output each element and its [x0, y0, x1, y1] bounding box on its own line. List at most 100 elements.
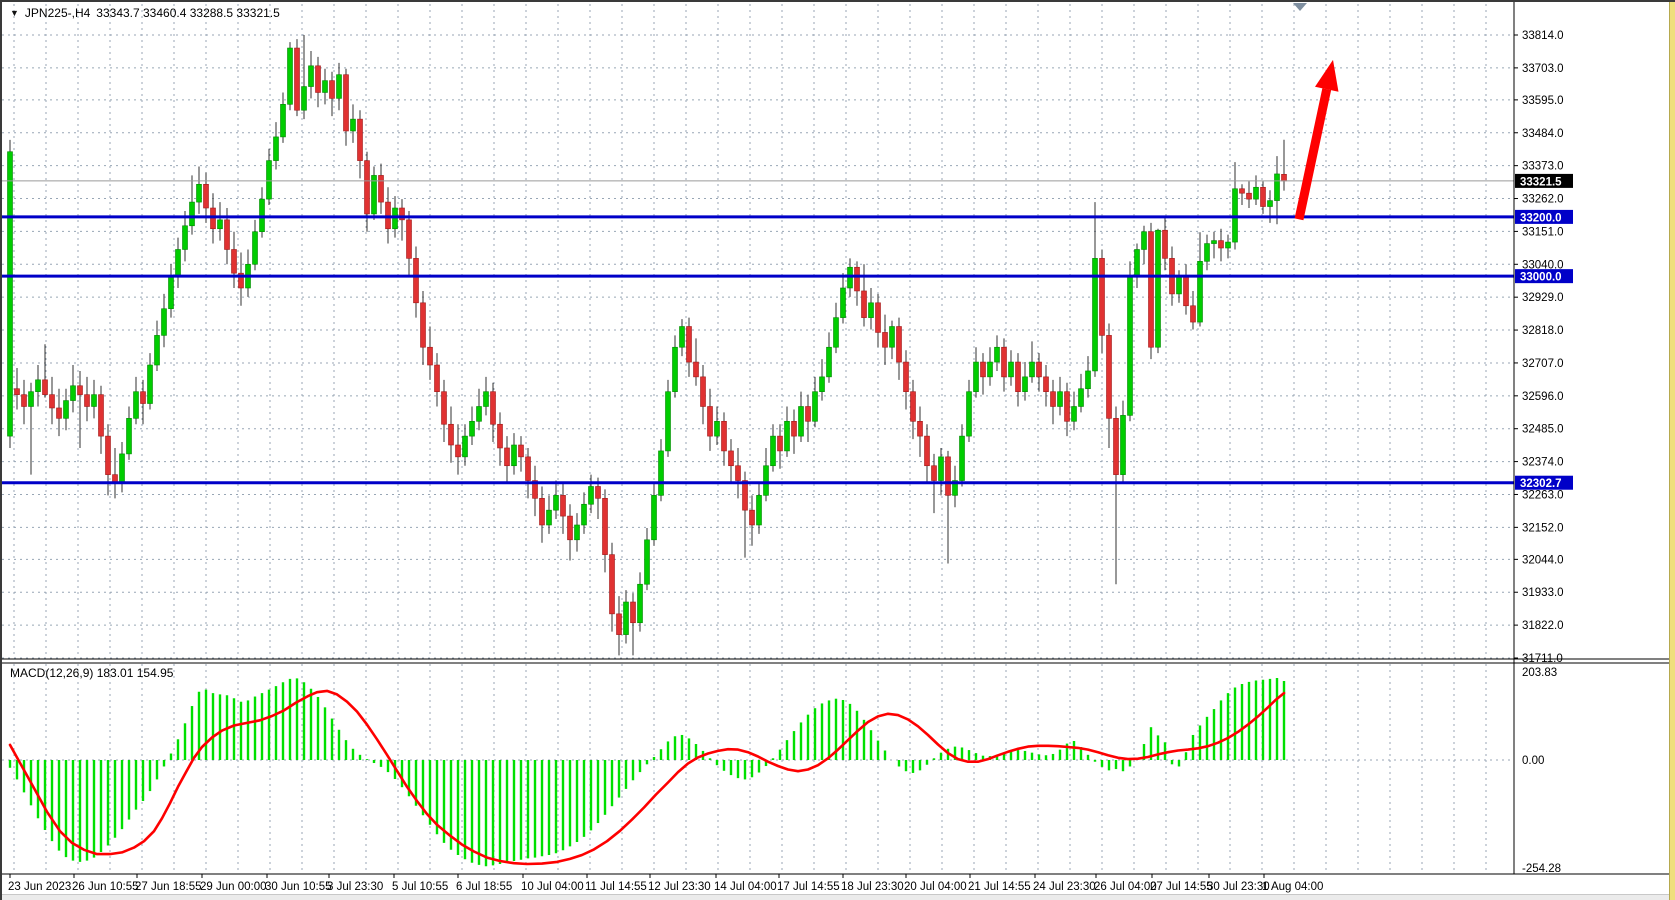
candle-down — [490, 391, 496, 425]
candle-down — [1162, 229, 1168, 259]
candle-up — [987, 361, 993, 378]
time-axis-label: 20 Jul 04:00 — [904, 881, 967, 893]
price-axis-label: 31822.0 — [1522, 620, 1564, 632]
candle-down — [105, 435, 111, 475]
trend-arrow-shaft[interactable] — [1294, 88, 1332, 221]
chart-shift-marker[interactable] — [1293, 3, 1307, 11]
candle-up — [350, 118, 356, 132]
candle-down — [1043, 376, 1049, 392]
candle-up — [1253, 186, 1259, 200]
candle-down — [742, 480, 748, 511]
candle-down — [420, 302, 426, 348]
candle-down — [427, 346, 433, 366]
candle-up — [126, 418, 132, 455]
time-axis-label: 1 Aug 04:00 — [1262, 881, 1323, 893]
candle-up — [252, 231, 258, 265]
candle-down — [413, 258, 419, 304]
candle-down — [882, 332, 888, 348]
candle-up — [973, 361, 979, 392]
time-axis-label: 11 Jul 14:55 — [585, 881, 647, 893]
candle-up — [714, 421, 720, 437]
candle-down — [224, 219, 230, 250]
symbol-dropdown-icon[interactable]: ▼ — [10, 8, 19, 18]
candle-up — [819, 376, 825, 392]
macd-scale-label: -254.28 — [1522, 863, 1561, 875]
candle-up — [1022, 376, 1028, 392]
macd-scale-label: 0.00 — [1522, 755, 1544, 767]
candle-up — [833, 317, 839, 348]
candle-up — [1155, 229, 1161, 348]
candle-down — [441, 391, 447, 425]
candle-down — [98, 394, 104, 437]
candle-up — [938, 456, 944, 481]
candle-up — [966, 391, 972, 437]
candlestick-series — [7, 35, 1287, 656]
time-axis-label: 27 Jun 18:55 — [135, 881, 202, 893]
trend-arrow-head[interactable] — [1315, 59, 1339, 92]
candle-down — [1246, 192, 1252, 200]
time-axis-label: 30 Jun 10:55 — [265, 881, 332, 893]
macd-signal-line — [8, 689, 1286, 866]
candle-down — [77, 385, 83, 395]
candle-down — [434, 364, 440, 392]
price-axis-label: 32374.0 — [1522, 457, 1564, 469]
hline-price-tag: 33200.0 — [1520, 212, 1562, 224]
time-axis-label: 23 Jun 2023 — [8, 881, 71, 893]
candle-down — [805, 406, 811, 422]
time-axis-label: 14 Jul 04:00 — [714, 881, 777, 893]
candle-down — [560, 495, 566, 517]
hline-price-tag-bg — [1515, 269, 1573, 284]
candle-up — [371, 175, 377, 215]
current-price-tag-bg — [1515, 173, 1573, 188]
candle-up — [1127, 275, 1133, 416]
candle-down — [945, 456, 951, 496]
candle-down — [616, 613, 622, 635]
candle-up — [91, 394, 97, 407]
candle-up — [63, 400, 69, 419]
candle-up — [1204, 243, 1210, 262]
candle-up — [196, 184, 202, 203]
hline-price-tag-bg — [1515, 209, 1573, 224]
candle-up — [1134, 249, 1140, 277]
candle-down — [1148, 231, 1154, 348]
price-axis-label: 32707.0 — [1522, 358, 1564, 370]
price-axis-label: 31933.0 — [1522, 587, 1564, 599]
symbol-period-label: JPN225-,H4 — [24, 6, 91, 20]
candle-down — [728, 450, 734, 467]
candle-down — [875, 302, 881, 333]
candle-down — [378, 175, 384, 203]
candle-up — [7, 151, 13, 437]
candle-up — [147, 364, 153, 404]
candle-up — [812, 391, 818, 422]
candle-down — [1036, 361, 1042, 378]
candle-up — [462, 435, 468, 458]
candle-up — [476, 406, 482, 422]
macd-scale-label: 203.83 — [1522, 667, 1557, 679]
candle-down — [1260, 186, 1266, 207]
time-axis-label: 30 Jul 23:30 — [1207, 881, 1270, 893]
macd-indicator-label: MACD(12,26,9) 183.01 154.95 — [10, 666, 174, 680]
candle-down — [854, 266, 860, 292]
candle-down — [539, 498, 545, 526]
candle-down — [707, 406, 713, 437]
candle-down — [777, 435, 783, 452]
candle-up — [1092, 258, 1098, 372]
candle-down — [364, 160, 370, 215]
candle-down — [602, 498, 608, 555]
candle-down — [357, 118, 363, 161]
candle-up — [322, 80, 328, 93]
candle-up — [1176, 275, 1182, 295]
candle-up — [651, 495, 657, 541]
candle-up — [273, 136, 279, 161]
candle-up — [1085, 370, 1091, 390]
candle-down — [238, 272, 244, 289]
candle-down — [14, 388, 20, 395]
candle-up — [154, 335, 160, 366]
candle-up — [287, 47, 293, 105]
time-axis-label: 26 Jun 10:55 — [72, 881, 139, 893]
candle-up — [1008, 361, 1014, 378]
candle-up — [1029, 361, 1035, 378]
candle-down — [1190, 305, 1196, 323]
candle-down — [294, 47, 300, 111]
